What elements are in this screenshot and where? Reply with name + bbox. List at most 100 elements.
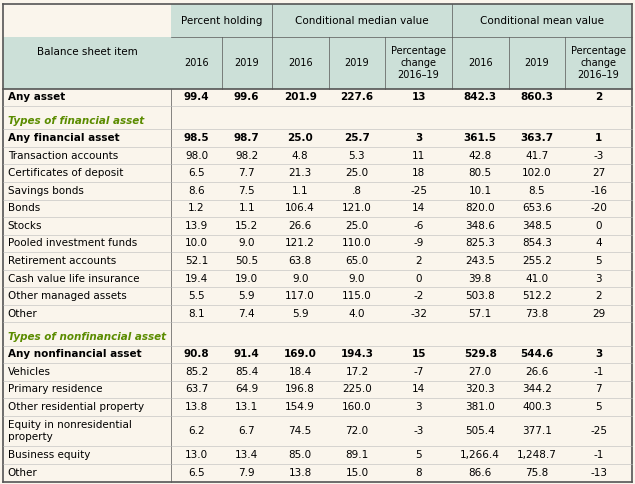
- Text: 6.2: 6.2: [188, 426, 205, 436]
- Text: 201.9: 201.9: [284, 92, 317, 103]
- Text: 169.0: 169.0: [284, 349, 317, 359]
- Text: 1,266.4: 1,266.4: [460, 450, 500, 460]
- Text: Types of nonfinancial asset: Types of nonfinancial asset: [8, 332, 166, 342]
- Text: 64.9: 64.9: [235, 384, 258, 394]
- Text: 854.3: 854.3: [522, 239, 552, 248]
- Text: 1,248.7: 1,248.7: [517, 450, 557, 460]
- Text: -1: -1: [594, 450, 604, 460]
- Text: 2016: 2016: [468, 58, 493, 68]
- Text: 9.0: 9.0: [238, 239, 255, 248]
- Text: 19.0: 19.0: [235, 273, 258, 284]
- Text: Stocks: Stocks: [8, 221, 42, 231]
- Text: 2019: 2019: [234, 58, 259, 68]
- Text: 86.6: 86.6: [469, 468, 492, 478]
- Text: .8: .8: [352, 186, 362, 196]
- Text: 52.1: 52.1: [185, 256, 208, 266]
- Text: 98.0: 98.0: [185, 151, 208, 161]
- Text: 74.5: 74.5: [288, 426, 312, 436]
- Text: 121.0: 121.0: [342, 203, 372, 213]
- Text: 15: 15: [411, 349, 426, 359]
- Text: 13.4: 13.4: [235, 450, 258, 460]
- Text: 26.6: 26.6: [525, 367, 549, 377]
- Text: Types of financial asset: Types of financial asset: [8, 116, 144, 125]
- Text: 13.9: 13.9: [185, 221, 208, 231]
- Text: 3: 3: [595, 273, 602, 284]
- Text: 90.8: 90.8: [184, 349, 210, 359]
- Text: 65.0: 65.0: [345, 256, 368, 266]
- Text: 8.6: 8.6: [188, 186, 205, 196]
- Text: Cash value life insurance: Cash value life insurance: [8, 273, 139, 284]
- Text: 117.0: 117.0: [285, 291, 315, 301]
- Text: 85.0: 85.0: [288, 450, 312, 460]
- Text: 194.3: 194.3: [340, 349, 373, 359]
- Text: 63.7: 63.7: [185, 384, 208, 394]
- Text: Percentage
change
2016–19: Percentage change 2016–19: [571, 46, 626, 79]
- Text: 39.8: 39.8: [469, 273, 492, 284]
- Text: Primary residence: Primary residence: [8, 384, 102, 394]
- Text: 18.4: 18.4: [288, 367, 312, 377]
- Text: 6.5: 6.5: [188, 468, 205, 478]
- Text: Business equity: Business equity: [8, 450, 90, 460]
- Text: 10.1: 10.1: [469, 186, 491, 196]
- Text: 4.0: 4.0: [349, 309, 365, 318]
- Text: 860.3: 860.3: [521, 92, 554, 103]
- Text: 4: 4: [595, 239, 602, 248]
- Text: 19.4: 19.4: [185, 273, 208, 284]
- Text: Percent holding: Percent holding: [181, 15, 262, 26]
- Text: 15.2: 15.2: [235, 221, 258, 231]
- Text: 5.9: 5.9: [238, 291, 255, 301]
- Text: 25.7: 25.7: [344, 133, 370, 143]
- Text: -25: -25: [590, 426, 607, 436]
- Text: 98.7: 98.7: [234, 133, 260, 143]
- Text: 11: 11: [412, 151, 425, 161]
- Text: Vehicles: Vehicles: [8, 367, 51, 377]
- Text: 348.5: 348.5: [522, 221, 552, 231]
- Text: 7.7: 7.7: [238, 168, 255, 178]
- Text: 320.3: 320.3: [465, 384, 495, 394]
- Text: 2016: 2016: [184, 58, 209, 68]
- Bar: [171, 4, 632, 37]
- Text: 363.7: 363.7: [521, 133, 554, 143]
- Text: 529.8: 529.8: [464, 349, 497, 359]
- Text: 5.9: 5.9: [292, 309, 309, 318]
- Text: 1: 1: [595, 133, 602, 143]
- Text: 381.0: 381.0: [465, 402, 495, 412]
- Text: 72.0: 72.0: [345, 426, 368, 436]
- Text: 99.6: 99.6: [234, 92, 260, 103]
- Text: Certificates of deposit: Certificates of deposit: [8, 168, 123, 178]
- Text: Retirement accounts: Retirement accounts: [8, 256, 116, 266]
- Text: 3: 3: [595, 349, 602, 359]
- Text: 106.4: 106.4: [285, 203, 315, 213]
- Text: 8: 8: [415, 468, 422, 478]
- Text: Any asset: Any asset: [8, 92, 65, 103]
- Text: 6.7: 6.7: [238, 426, 255, 436]
- Text: Equity in nonresidential
property: Equity in nonresidential property: [8, 420, 131, 442]
- Text: 2: 2: [595, 291, 602, 301]
- Text: 26.6: 26.6: [288, 221, 312, 231]
- Text: 825.3: 825.3: [465, 239, 495, 248]
- Text: 5: 5: [415, 450, 422, 460]
- Text: Percentage
change
2016–19: Percentage change 2016–19: [391, 46, 446, 79]
- Text: 400.3: 400.3: [522, 402, 552, 412]
- Text: 5: 5: [595, 256, 602, 266]
- Text: 8.1: 8.1: [188, 309, 205, 318]
- Text: 0: 0: [415, 273, 422, 284]
- Text: 344.2: 344.2: [522, 384, 552, 394]
- Text: 2019: 2019: [345, 58, 370, 68]
- Text: Conditional median value: Conditional median value: [295, 15, 429, 26]
- Text: 13.8: 13.8: [185, 402, 208, 412]
- Text: 80.5: 80.5: [469, 168, 491, 178]
- Text: 27.0: 27.0: [469, 367, 491, 377]
- Text: Any nonfinancial asset: Any nonfinancial asset: [8, 349, 141, 359]
- Text: 102.0: 102.0: [522, 168, 552, 178]
- Text: 99.4: 99.4: [184, 92, 210, 103]
- Text: 98.5: 98.5: [184, 133, 210, 143]
- Text: Bonds: Bonds: [8, 203, 40, 213]
- Text: -20: -20: [590, 203, 607, 213]
- Text: 7.4: 7.4: [238, 309, 255, 318]
- Text: -25: -25: [410, 186, 427, 196]
- Text: 255.2: 255.2: [522, 256, 552, 266]
- Text: 377.1: 377.1: [522, 426, 552, 436]
- Text: 0: 0: [596, 221, 602, 231]
- Text: 14: 14: [412, 203, 425, 213]
